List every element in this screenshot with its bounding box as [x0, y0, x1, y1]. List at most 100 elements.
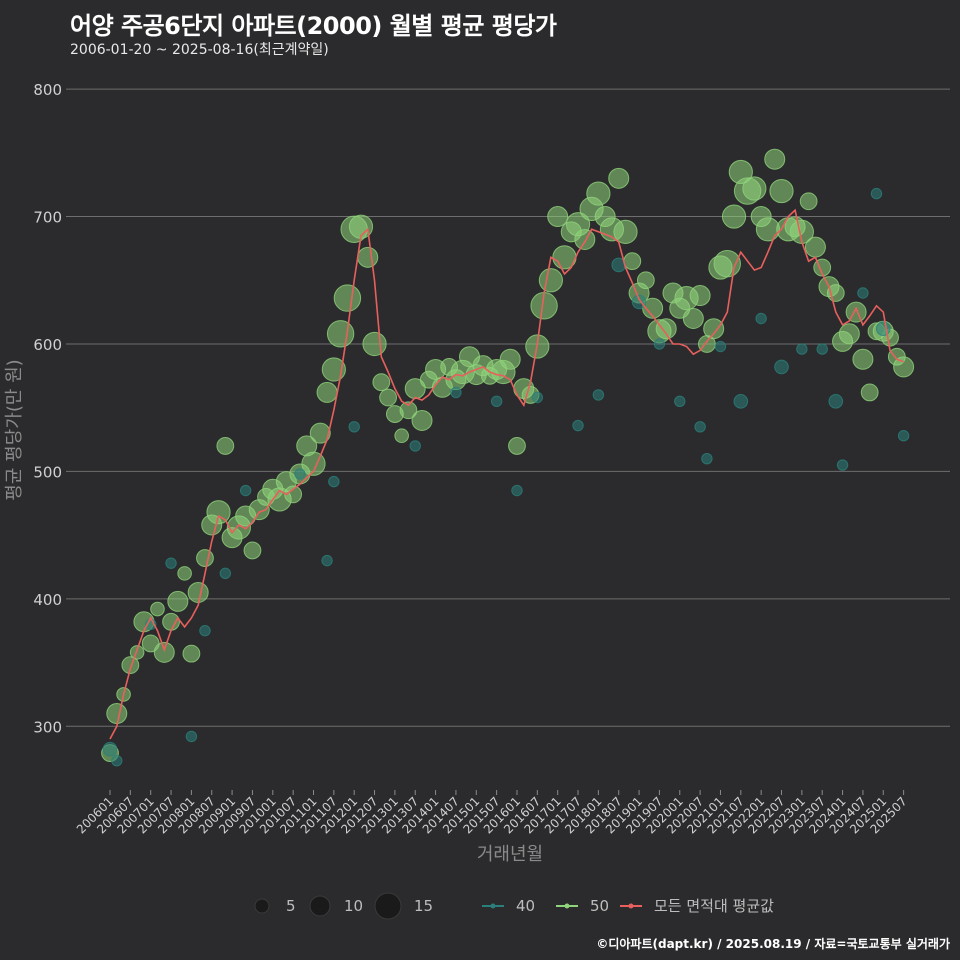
data-point-50: [333, 284, 362, 312]
data-point-50: [153, 641, 175, 663]
legend-series-label: 모든 면적대 평균값: [654, 897, 774, 915]
footer-credit: ©디아파트(dapt.kr) / 2025.08.19 / 자료=국토교통부 실…: [596, 937, 950, 951]
data-point-50: [316, 381, 338, 403]
legend-size-marker: [309, 895, 331, 917]
data-point-50: [326, 320, 355, 348]
legend-size-label: 5: [286, 897, 296, 915]
legend-series-dot: [628, 903, 634, 909]
data-point-40: [828, 394, 844, 409]
x-axis: 2006012006072007012007072008012008072009…: [74, 790, 910, 837]
data-point-40: [694, 421, 706, 433]
data-point-50: [682, 307, 704, 329]
data-point-40: [199, 625, 211, 637]
data-point-40: [701, 452, 713, 465]
data-point-40: [857, 287, 869, 299]
data-point-50: [121, 656, 140, 675]
data-point-40: [755, 312, 767, 325]
data-point-50: [547, 206, 569, 228]
data-point-50: [106, 703, 128, 725]
data-point-40: [836, 459, 849, 471]
y-tick-label: 600: [33, 336, 62, 354]
data-point-50: [508, 437, 526, 455]
data-point-40: [511, 484, 523, 497]
average-line-path: [109, 208, 904, 740]
data-point-50: [799, 192, 818, 211]
data-point-50: [499, 348, 521, 370]
data-point-40: [572, 419, 584, 432]
data-point-50: [642, 297, 664, 319]
data-point-50: [206, 500, 231, 525]
data-point-50: [538, 268, 563, 293]
data-point-40: [111, 754, 123, 767]
data-point-40: [870, 187, 883, 200]
data-point-50: [379, 388, 398, 407]
y-tick-label: 700: [33, 209, 62, 227]
data-point-40: [653, 338, 666, 350]
data-point-40: [185, 730, 198, 743]
data-point-40: [409, 440, 421, 452]
data-point-50: [893, 356, 915, 378]
legend-series-dot: [490, 903, 496, 909]
legend-series-label: 40: [516, 897, 535, 915]
chart-subtitle: 2006-01-20 ~ 2025-08-16(최근계약일): [70, 42, 329, 58]
data-point-50: [574, 228, 596, 250]
data-point-40: [450, 386, 462, 399]
data-point-50: [623, 252, 642, 271]
data-point-40: [796, 343, 808, 355]
data-point-50: [721, 204, 747, 229]
data-point-50: [703, 318, 725, 340]
data-point-50: [852, 348, 874, 370]
chart-title: 어양 주공6단지 아파트(2000) 월별 평균 평당가: [70, 12, 557, 40]
data-point-50: [636, 271, 655, 290]
data-point-40: [219, 567, 232, 580]
data-point-50: [613, 219, 638, 244]
data-point-40: [875, 321, 891, 336]
data-point-50: [177, 566, 192, 581]
data-point-40: [592, 389, 605, 401]
legend: 5 10 15 40 50 모든 면적대 평균값: [254, 892, 774, 920]
y-tick-label: 800: [33, 81, 62, 99]
data-point-50: [167, 590, 189, 612]
data-point-50: [689, 285, 711, 307]
data-point-40: [102, 741, 118, 757]
scatter-points: [101, 148, 915, 767]
data-point-50: [216, 437, 235, 455]
data-point-50: [357, 246, 379, 268]
data-point-50: [411, 409, 433, 431]
data-point-50: [394, 428, 409, 444]
data-point-50: [150, 601, 165, 617]
legend-size-label: 10: [344, 897, 363, 915]
data-point-50: [769, 178, 794, 204]
data-point-50: [860, 383, 879, 402]
data-point-50: [182, 644, 201, 663]
data-point-50: [162, 612, 180, 631]
grid: [66, 88, 950, 727]
data-point-50: [321, 357, 346, 382]
data-point-50: [362, 331, 387, 357]
y-tick-label: 400: [33, 591, 62, 609]
data-point-50: [755, 217, 781, 242]
data-point-50: [845, 301, 867, 323]
legend-series-label: 50: [590, 897, 609, 915]
average-line: [109, 208, 904, 740]
data-point-40: [531, 391, 544, 404]
data-point-50: [399, 401, 418, 420]
data-point-50: [243, 541, 262, 560]
data-point-40: [774, 359, 789, 375]
data-point-40: [674, 395, 686, 408]
data-point-50: [196, 549, 214, 567]
data-point-50: [655, 318, 677, 340]
data-point-50: [129, 645, 145, 660]
data-point-40: [816, 343, 828, 355]
y-tick-label: 500: [33, 463, 62, 481]
data-point-50: [838, 323, 860, 345]
data-point-40: [328, 475, 340, 488]
data-point-40: [348, 421, 360, 433]
data-point-50: [742, 176, 767, 201]
data-point-50: [586, 181, 611, 206]
data-point-50: [764, 148, 786, 170]
data-point-40: [490, 395, 503, 408]
x-axis-label: 거래년월: [477, 844, 543, 865]
data-point-40: [294, 468, 306, 480]
